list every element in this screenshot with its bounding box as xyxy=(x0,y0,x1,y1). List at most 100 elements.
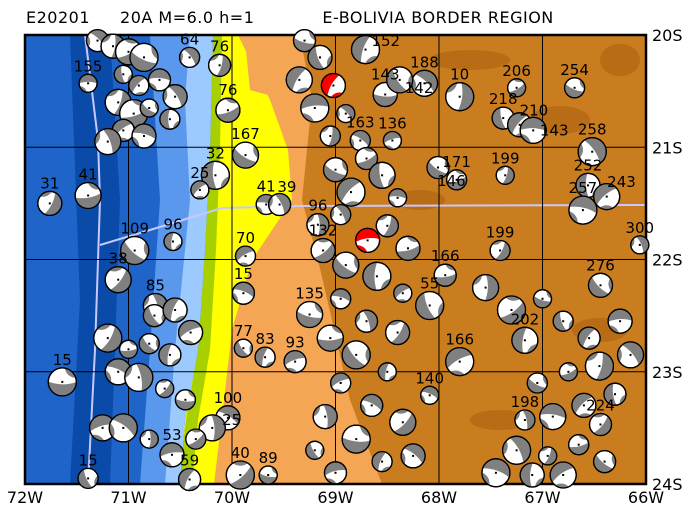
beachball[interactable] xyxy=(369,448,393,473)
main-event-beachball[interactable] xyxy=(317,69,347,101)
beachball[interactable] xyxy=(74,181,103,211)
beachball[interactable] xyxy=(185,426,210,453)
beachball[interactable] xyxy=(347,127,374,152)
beachball[interactable] xyxy=(381,129,403,151)
beachball[interactable] xyxy=(568,433,591,457)
beachball[interactable] xyxy=(607,308,633,334)
beachball[interactable] xyxy=(384,317,415,349)
beachball[interactable] xyxy=(319,125,342,147)
beachball[interactable] xyxy=(496,292,531,330)
beachball[interactable] xyxy=(329,286,353,310)
beachball[interactable] xyxy=(125,42,161,76)
beachball[interactable] xyxy=(174,316,204,348)
beachball[interactable] xyxy=(47,367,77,397)
beachball[interactable] xyxy=(322,459,348,485)
beachball[interactable] xyxy=(589,449,619,477)
beachball[interactable] xyxy=(316,324,344,352)
beachball[interactable] xyxy=(390,281,413,305)
beachball[interactable] xyxy=(558,360,580,383)
beachball[interactable] xyxy=(319,157,350,186)
beachball[interactable] xyxy=(375,213,401,241)
beachball[interactable] xyxy=(157,342,182,367)
beachball[interactable] xyxy=(300,93,330,123)
beachball[interactable] xyxy=(327,370,352,396)
beachball[interactable] xyxy=(419,383,442,405)
beachball[interactable] xyxy=(306,213,330,237)
beachball[interactable] xyxy=(230,279,258,305)
beachball[interactable] xyxy=(411,290,447,324)
main-event-beachball[interactable] xyxy=(354,227,381,254)
beachball[interactable] xyxy=(506,76,529,100)
beachball[interactable] xyxy=(445,82,476,113)
beachball[interactable] xyxy=(312,403,339,430)
beachball[interactable] xyxy=(423,155,453,183)
beachball[interactable] xyxy=(584,351,616,383)
beachball[interactable] xyxy=(113,64,134,85)
beachball[interactable] xyxy=(105,408,143,443)
beachball[interactable] xyxy=(163,231,183,252)
beachball[interactable] xyxy=(584,272,617,302)
beachball[interactable] xyxy=(92,125,125,156)
beachball[interactable] xyxy=(574,132,612,167)
beachball[interactable] xyxy=(104,263,136,298)
beachball[interactable] xyxy=(176,43,203,69)
beachball[interactable] xyxy=(407,65,443,97)
beachball[interactable] xyxy=(331,172,366,210)
beachball[interactable] xyxy=(160,294,188,324)
beachball[interactable] xyxy=(174,389,197,411)
beachball[interactable] xyxy=(228,141,263,173)
beachball[interactable] xyxy=(498,431,535,465)
beachball[interactable] xyxy=(131,121,159,149)
beachball[interactable] xyxy=(445,168,470,193)
beachball[interactable] xyxy=(341,424,371,455)
beachball[interactable] xyxy=(137,98,161,121)
beachball[interactable] xyxy=(387,188,408,208)
beachball[interactable] xyxy=(480,455,514,488)
beachball[interactable] xyxy=(258,465,278,486)
beachball[interactable] xyxy=(139,303,169,331)
beachball[interactable] xyxy=(253,345,276,369)
beachball[interactable] xyxy=(115,235,153,271)
beachball[interactable] xyxy=(125,71,150,98)
beachball[interactable] xyxy=(78,73,98,93)
beachball[interactable] xyxy=(377,361,397,382)
beachball[interactable] xyxy=(574,323,601,353)
beachball[interactable] xyxy=(510,326,539,354)
beachball[interactable] xyxy=(87,412,117,444)
beachball[interactable] xyxy=(93,320,127,357)
beachball[interactable] xyxy=(175,465,202,494)
beachball[interactable] xyxy=(588,410,616,440)
beachball[interactable] xyxy=(266,190,295,217)
beachball[interactable] xyxy=(291,28,317,55)
beachball[interactable] xyxy=(207,53,234,79)
beachball[interactable] xyxy=(519,116,547,145)
beachball[interactable] xyxy=(531,289,553,310)
beachball[interactable] xyxy=(603,382,627,406)
beachball[interactable] xyxy=(433,263,457,287)
beachball[interactable] xyxy=(362,261,392,291)
beachball[interactable] xyxy=(513,408,537,431)
beachball[interactable] xyxy=(37,188,66,219)
beachball[interactable] xyxy=(550,310,575,334)
beachball[interactable] xyxy=(304,44,334,73)
beachball[interactable] xyxy=(353,307,381,333)
beachball[interactable] xyxy=(303,440,327,462)
beachball[interactable] xyxy=(158,441,185,468)
beachball[interactable] xyxy=(147,68,172,92)
beachball[interactable] xyxy=(139,429,159,449)
beachball[interactable] xyxy=(519,462,545,488)
beachball[interactable] xyxy=(328,201,355,226)
beachball[interactable] xyxy=(159,108,181,130)
beachball[interactable] xyxy=(628,233,651,255)
beachball[interactable] xyxy=(328,251,363,283)
beachball[interactable] xyxy=(389,405,421,441)
beachball[interactable] xyxy=(75,467,101,491)
beachball[interactable] xyxy=(159,80,191,110)
beachball[interactable] xyxy=(471,273,500,302)
beachball[interactable] xyxy=(367,161,397,190)
beachball[interactable] xyxy=(354,144,382,173)
beachball[interactable] xyxy=(395,234,423,263)
beachball[interactable] xyxy=(561,77,586,101)
beachball[interactable] xyxy=(123,361,155,393)
beachball[interactable] xyxy=(588,178,621,214)
